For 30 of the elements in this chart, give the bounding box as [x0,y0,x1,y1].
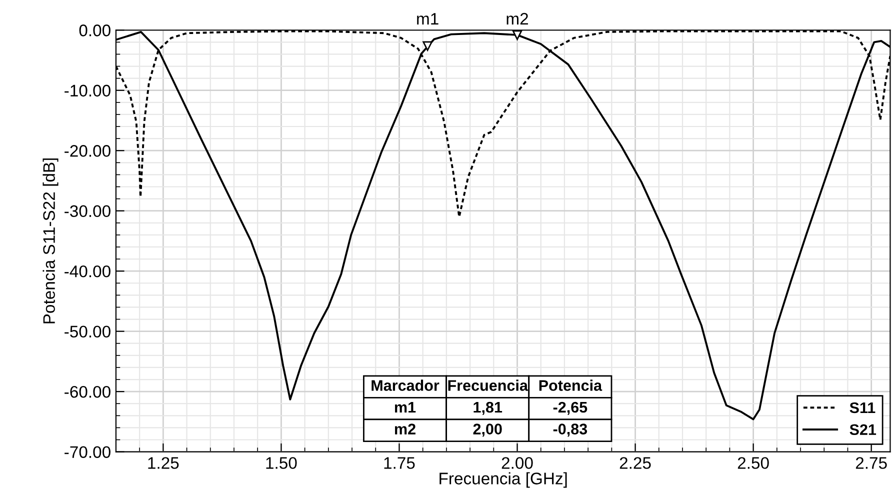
y-axis-title: Potencia S11-S22 [dB] [42,158,58,324]
legend-label: S21 [850,424,876,436]
annotation: m1 [394,402,416,413]
annotation: 1,81 [474,402,502,415]
x-tick-label: 1.75 [384,457,415,469]
x-tick-label: 1.25 [148,457,179,469]
y-tick-label: -70.00 [64,446,110,458]
x-tick-label: 2.75 [856,457,887,469]
y-tick-label: -50.00 [64,326,110,338]
annotation: m2 [506,12,528,25]
y-tick-label: -40.00 [64,265,110,278]
annotation: m2 [394,424,416,434]
y-tick-label: -20.00 [64,145,110,157]
annotation: Potencia [539,380,602,391]
annotation: m1 [417,13,438,25]
annotation: Marcador [372,380,440,391]
x-tick-label: 2.50 [738,457,769,469]
y-tick-label: -60.00 [64,386,110,398]
annotation: -2,65 [553,402,588,415]
y-tick-label: -10.00 [64,84,110,97]
y-tick-label: -30.00 [64,205,110,218]
annotation: -0,83 [553,424,588,437]
annotation: Frecuencia [448,380,528,391]
x-tick-label: 1.50 [266,457,297,469]
x-tick-label: 2.25 [620,457,651,469]
legend-label: S11 [850,402,876,414]
annotation: 2,00 [473,424,502,437]
y-tick-label: 0.00 [79,24,110,36]
x-axis-title: Frecuencia [GHz] [440,472,567,488]
x-tick-label: 2.00 [502,457,533,469]
